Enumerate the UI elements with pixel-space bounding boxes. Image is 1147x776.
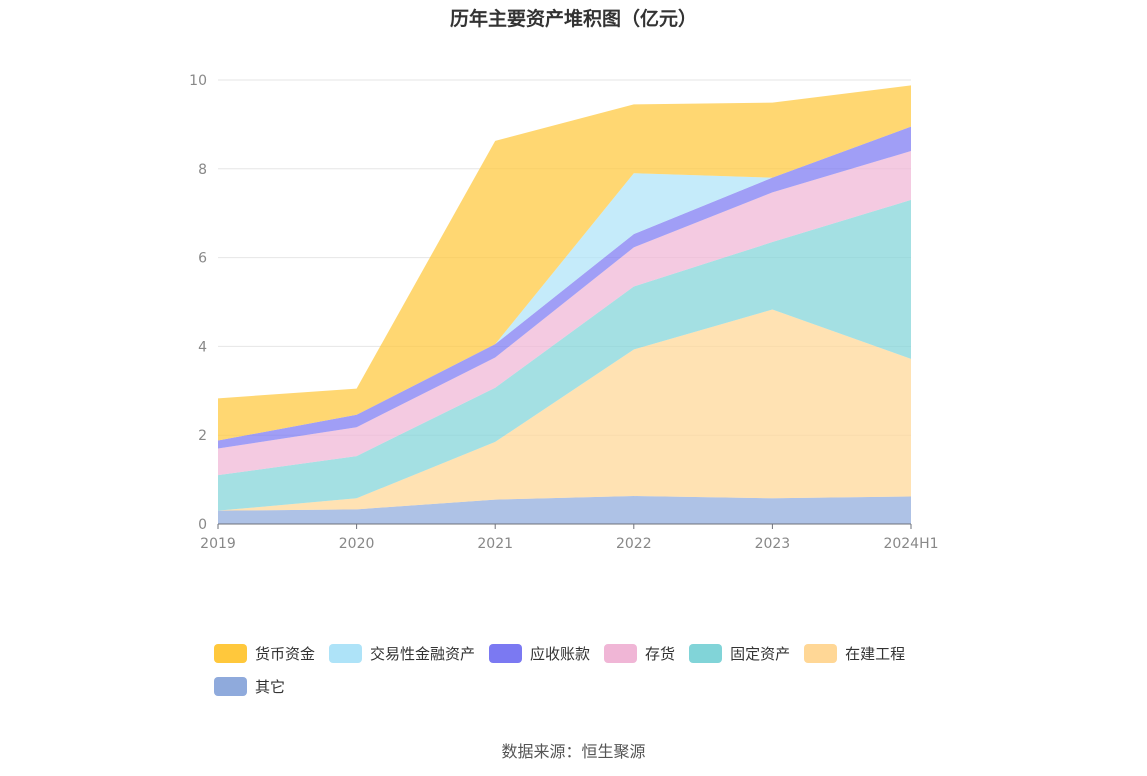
legend-label: 交易性金融资产 [370, 645, 476, 663]
legend-swatch [214, 677, 247, 696]
x-tick-label: 2019 [200, 536, 236, 552]
x-tick-label: 2024H1 [883, 536, 938, 552]
area-应收账款 [218, 126, 911, 449]
y-tick-label: 6 [198, 251, 207, 267]
legend-label: 存货 [645, 645, 676, 663]
legend-item[interactable]: 固定资产 [689, 637, 790, 670]
legend-item[interactable]: 在建工程 [804, 637, 905, 670]
area-交易性金融资产 [218, 126, 911, 441]
legend-label: 货币资金 [255, 645, 316, 663]
legend-label: 其它 [255, 678, 286, 696]
y-tick-label: 2 [198, 428, 207, 444]
y-tick-label: 4 [198, 339, 207, 355]
x-tick-label: 2022 [616, 536, 652, 552]
legend-label: 在建工程 [845, 645, 906, 663]
area-在建工程 [218, 309, 911, 511]
y-tick-label: 0 [198, 517, 207, 533]
area-存货 [218, 151, 911, 476]
y-tick-label: 8 [198, 162, 207, 178]
legend-swatch [214, 644, 247, 663]
y-tick-label: 10 [189, 73, 207, 89]
legend-item[interactable]: 应收账款 [489, 637, 590, 670]
area-货币资金 [218, 85, 911, 441]
legend-label: 应收账款 [530, 645, 591, 663]
legend-swatch [804, 644, 838, 663]
legend-item[interactable]: 货币资金 [214, 637, 315, 670]
legend-swatch [489, 644, 523, 663]
data-source-note: 数据来源：恒生聚源 [501, 742, 646, 761]
chart-legend: 货币资金 交易性金融资产 应收账款 存货 固定资产 在建工程其它 [214, 637, 974, 703]
legend-label: 固定资产 [730, 645, 791, 663]
legend-swatch [604, 644, 638, 663]
legend-swatch [329, 644, 363, 663]
legend-item[interactable]: 其它 [214, 670, 285, 703]
area-其它 [218, 496, 911, 524]
x-tick-label: 2021 [477, 536, 513, 552]
area-固定资产 [218, 199, 911, 511]
x-tick-label: 2020 [339, 536, 375, 552]
chart-title: 历年主要资产堆积图（亿元） [449, 8, 697, 30]
x-tick-label: 2023 [755, 536, 791, 552]
legend-item[interactable]: 交易性金融资产 [329, 637, 475, 670]
legend-swatch [689, 644, 723, 663]
legend-item[interactable]: 存货 [604, 637, 675, 670]
